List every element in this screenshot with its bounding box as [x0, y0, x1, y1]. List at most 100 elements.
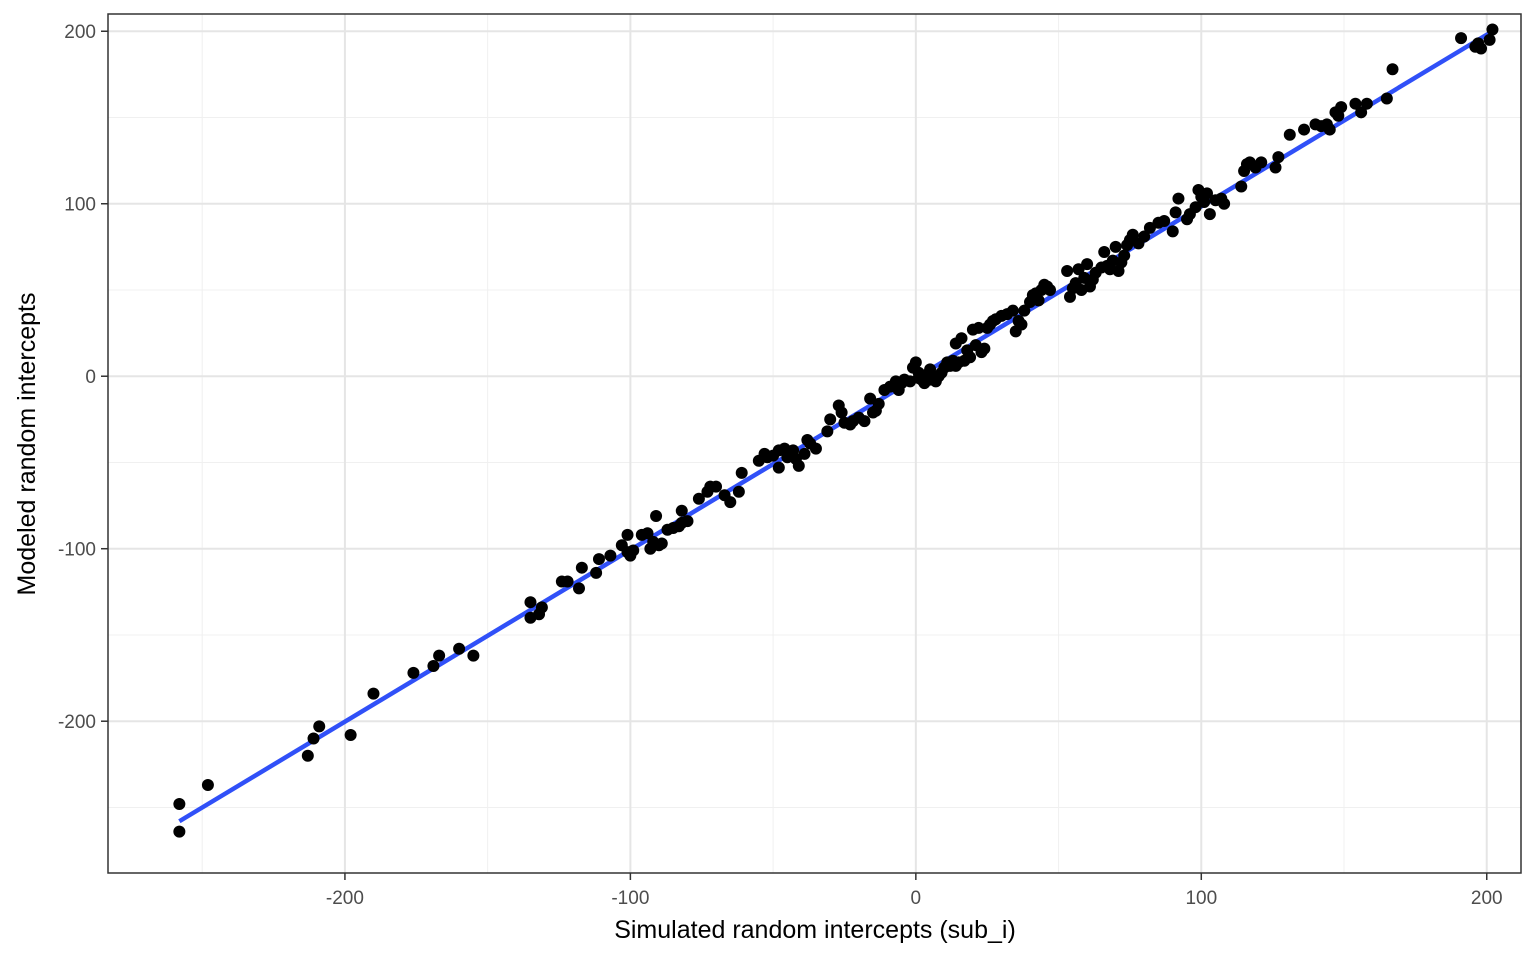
data-point — [1355, 106, 1368, 119]
data-point — [201, 779, 214, 792]
data-point — [821, 425, 834, 438]
data-point — [621, 528, 634, 541]
data-point — [1081, 258, 1094, 271]
data-point — [824, 413, 837, 426]
data-point — [872, 397, 885, 410]
data-point — [344, 729, 357, 742]
data-point — [1283, 128, 1296, 141]
y-tick-label: 0 — [85, 367, 96, 388]
data-point — [978, 342, 991, 355]
data-point — [1169, 206, 1182, 219]
y-tick-label: -200 — [58, 712, 96, 733]
data-point — [1044, 283, 1056, 296]
data-point — [1298, 123, 1311, 136]
data-point — [1235, 180, 1248, 193]
data-point — [772, 461, 785, 474]
data-point — [1166, 225, 1179, 238]
data-point — [524, 596, 537, 609]
data-point — [1201, 187, 1213, 200]
data-point — [307, 732, 320, 745]
data-point — [1018, 304, 1031, 317]
data-point — [453, 642, 466, 655]
data-point — [575, 561, 588, 574]
x-axis-title: Simulated random intercepts (sub_i) — [614, 916, 1016, 944]
data-point — [655, 537, 668, 550]
data-point — [955, 332, 968, 345]
data-point — [313, 720, 326, 733]
data-point — [592, 553, 605, 566]
data-point — [1386, 63, 1399, 76]
x-axis: -200 -100 0 100 200 — [326, 873, 1503, 909]
data-point — [1323, 123, 1336, 136]
data-point — [590, 566, 603, 579]
data-point — [1486, 23, 1499, 36]
y-axis-title: Modeled random intercepts — [13, 293, 41, 596]
data-point — [692, 492, 705, 505]
data-point — [367, 687, 380, 700]
x-tick-label: 100 — [1185, 888, 1217, 909]
data-point — [1380, 92, 1393, 105]
data-point — [710, 480, 723, 493]
x-tick-label: 200 — [1471, 888, 1503, 909]
data-point — [835, 406, 848, 419]
data-point — [1138, 230, 1151, 243]
data-point — [535, 601, 548, 614]
data-point — [1015, 318, 1028, 331]
data-point — [1006, 304, 1019, 317]
data-point — [627, 544, 640, 557]
data-point — [650, 509, 663, 522]
data-point — [407, 666, 420, 679]
data-point — [1172, 192, 1185, 205]
data-point — [1475, 42, 1488, 55]
data-point — [858, 415, 871, 428]
data-point — [1360, 97, 1373, 110]
data-point — [604, 549, 617, 562]
data-point — [1335, 101, 1348, 114]
y-tick-label: 100 — [64, 195, 96, 216]
x-tick-label: 0 — [911, 888, 922, 909]
data-point — [1255, 156, 1268, 169]
data-point — [433, 649, 446, 662]
data-point — [1483, 33, 1496, 46]
minor-grid — [108, 14, 1521, 873]
data-point — [173, 798, 186, 811]
x-tick-label: -200 — [326, 888, 364, 909]
data-point — [809, 442, 822, 455]
data-point — [427, 660, 440, 673]
data-point — [1109, 240, 1122, 253]
data-point — [735, 466, 748, 479]
data-point — [573, 582, 585, 595]
data-point — [792, 459, 805, 472]
plot-panel-border — [107, 13, 1522, 874]
data-point — [681, 515, 694, 528]
data-point — [964, 351, 977, 364]
data-point — [909, 356, 922, 369]
data-point — [1272, 151, 1285, 164]
data-point — [1158, 214, 1171, 227]
y-tick-label: 200 — [64, 22, 96, 43]
data-point — [798, 447, 811, 460]
y-tick-label: -100 — [58, 540, 96, 561]
data-point — [641, 527, 654, 540]
data-point — [1098, 246, 1111, 259]
data-point — [467, 649, 480, 662]
data-point — [732, 485, 745, 498]
data-point — [1455, 32, 1468, 45]
data-point — [1126, 228, 1139, 241]
data-point — [724, 496, 737, 509]
data-point — [561, 575, 574, 588]
data-point — [1061, 265, 1074, 278]
y-axis: -200 -100 0 100 200 — [58, 22, 108, 733]
data-point — [675, 504, 688, 517]
data-point — [1218, 197, 1231, 210]
data-point — [1349, 97, 1362, 110]
data-point — [972, 321, 985, 334]
data-point — [1269, 161, 1282, 174]
data-point — [1118, 249, 1131, 262]
data-point — [301, 749, 314, 762]
data-point — [173, 825, 186, 838]
points-layer — [173, 23, 1499, 838]
data-point — [1203, 208, 1216, 221]
